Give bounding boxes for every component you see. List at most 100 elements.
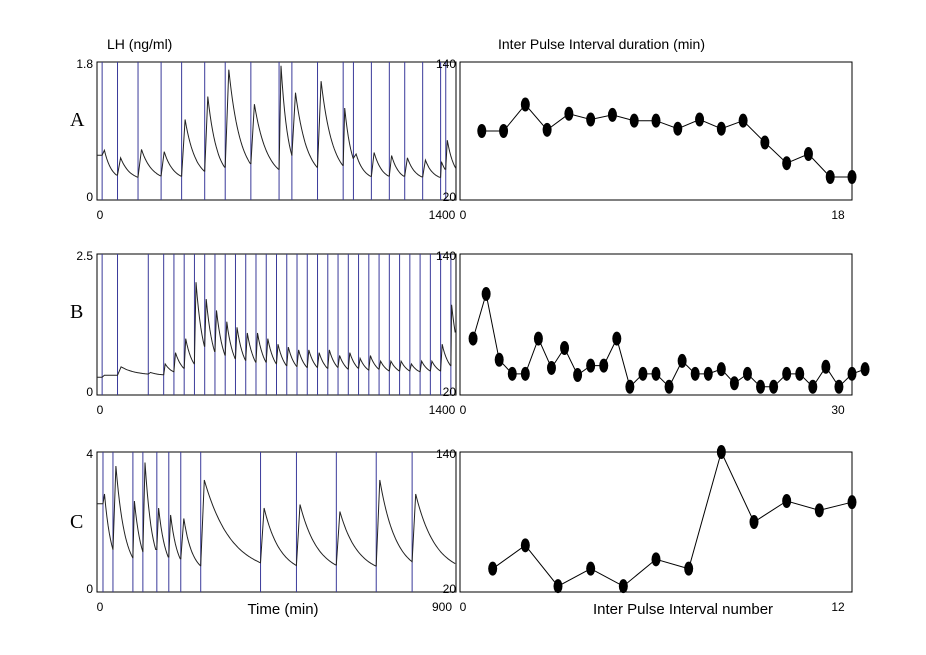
ipi-point bbox=[716, 445, 726, 459]
chart-B-lh: 0 2.5 0 1400 B bbox=[70, 249, 457, 417]
ipi-point bbox=[673, 121, 683, 136]
lh-trace bbox=[97, 65, 457, 178]
x-tick-label: 0 bbox=[97, 208, 104, 222]
ipi-point bbox=[494, 352, 504, 367]
plot-frame bbox=[96, 61, 457, 201]
ipi-point bbox=[760, 135, 770, 150]
ipi-point bbox=[533, 331, 543, 346]
ipi-point bbox=[738, 113, 748, 128]
ipi-point bbox=[477, 124, 487, 138]
ipi-point bbox=[716, 362, 726, 377]
y-tick-label: 2.5 bbox=[76, 249, 93, 263]
ipi-point bbox=[507, 366, 517, 381]
ipi-line bbox=[472, 293, 866, 388]
x-tick-label: 0 bbox=[460, 403, 467, 417]
ipi-point bbox=[618, 579, 628, 594]
y-tick-label: 4 bbox=[86, 447, 93, 461]
ipi-point bbox=[468, 331, 478, 346]
ipi-point bbox=[749, 515, 759, 529]
plot-frame bbox=[459, 253, 853, 396]
ipi-point bbox=[782, 156, 792, 171]
chart-A-lh: 0 1.8 0 1400 A bbox=[70, 57, 457, 222]
ipi-point bbox=[488, 561, 498, 576]
lh-trace bbox=[97, 282, 456, 378]
ipi-point bbox=[553, 579, 563, 594]
y-tick-label: 20 bbox=[443, 582, 457, 596]
x-tick-label: 1400 bbox=[429, 208, 456, 222]
ipi-point bbox=[795, 366, 805, 381]
x-tick-label: 30 bbox=[831, 403, 845, 417]
ipi-point bbox=[520, 538, 530, 553]
panel-label: A bbox=[70, 109, 85, 131]
left-column-title: LH (ng/ml) bbox=[107, 36, 172, 52]
x-tick-label: 0 bbox=[97, 600, 104, 614]
y-tick-label: 20 bbox=[443, 190, 457, 204]
ipi-point bbox=[782, 366, 792, 381]
ipi-point bbox=[782, 494, 792, 508]
ipi-point bbox=[481, 286, 491, 301]
ipi-point bbox=[586, 112, 596, 127]
ipi-point bbox=[520, 366, 530, 381]
ipi-point bbox=[651, 113, 661, 128]
ipi-point bbox=[599, 358, 609, 373]
ipi-point bbox=[499, 124, 509, 138]
x-tick-label: 900 bbox=[432, 600, 452, 614]
ipi-point bbox=[612, 331, 622, 346]
ipi-point bbox=[814, 503, 824, 518]
ipi-point bbox=[834, 379, 844, 394]
ipi-point bbox=[756, 379, 766, 394]
panel-label: C bbox=[70, 511, 83, 533]
ipi-point bbox=[546, 360, 556, 375]
ipi-point bbox=[808, 379, 818, 394]
y-tick-label: 1.8 bbox=[76, 57, 93, 71]
y-tick-label: 140 bbox=[436, 447, 456, 461]
x-tick-label: 0 bbox=[97, 403, 104, 417]
chart-C-lh: 0 4 0 900 C bbox=[70, 447, 457, 614]
ipi-line bbox=[492, 450, 853, 587]
panel-label: B bbox=[70, 301, 83, 323]
ipi-point bbox=[560, 341, 570, 355]
y-tick-label: 140 bbox=[436, 249, 456, 263]
chart-B-ipi: 20 140 0 30 bbox=[436, 249, 870, 417]
ipi-point bbox=[690, 366, 700, 381]
ipi-point bbox=[629, 113, 639, 128]
y-tick-label: 0 bbox=[86, 190, 93, 204]
ipi-point bbox=[542, 122, 552, 137]
x-tick-label: 1400 bbox=[429, 403, 456, 417]
ipi-point bbox=[677, 353, 687, 368]
right-column-title: Inter Pulse Interval duration (min) bbox=[498, 36, 705, 52]
plot-frame bbox=[459, 451, 853, 593]
x-tick-label: 0 bbox=[460, 208, 467, 222]
ipi-point bbox=[803, 147, 813, 161]
ipi-point bbox=[742, 366, 752, 381]
ipi-point bbox=[586, 561, 596, 576]
x-tick-label: 0 bbox=[460, 600, 467, 614]
y-tick-label: 0 bbox=[86, 385, 93, 399]
ipi-point bbox=[847, 495, 857, 510]
ipi-point bbox=[825, 170, 835, 184]
right-x-axis-label: Inter Pulse Interval number bbox=[593, 601, 773, 618]
ipi-point bbox=[729, 376, 739, 391]
ipi-point bbox=[573, 368, 583, 383]
ipi-point bbox=[651, 366, 661, 381]
ipi-point bbox=[564, 106, 574, 121]
left-x-axis-label: Time (min) bbox=[247, 601, 318, 618]
ipi-point bbox=[847, 366, 857, 381]
y-tick-label: 20 bbox=[443, 385, 457, 399]
ipi-point bbox=[607, 107, 617, 122]
ipi-point bbox=[695, 112, 705, 127]
ipi-point bbox=[716, 121, 726, 136]
ipi-point bbox=[821, 359, 831, 374]
y-tick-label: 140 bbox=[436, 57, 456, 71]
ipi-line bbox=[481, 103, 852, 178]
y-tick-label: 0 bbox=[86, 582, 93, 596]
ipi-point bbox=[638, 366, 648, 381]
x-tick-label: 18 bbox=[831, 208, 845, 222]
chart-A-ipi: 20 140 0 18 bbox=[436, 57, 857, 222]
x-tick-label: 12 bbox=[831, 600, 845, 614]
ipi-point bbox=[847, 170, 857, 184]
plot-frame bbox=[96, 451, 457, 593]
ipi-point bbox=[664, 379, 674, 394]
ipi-point bbox=[684, 561, 694, 576]
